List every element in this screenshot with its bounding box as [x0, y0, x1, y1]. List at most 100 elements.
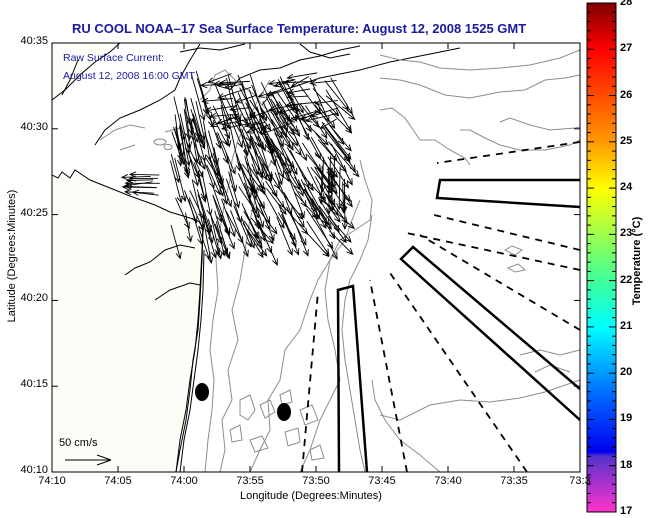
- current-vector-arrow: [249, 133, 268, 181]
- current-vector-arrow: [183, 108, 193, 149]
- current-vector-arrow: [209, 112, 239, 120]
- current-vector-arrow: [247, 194, 266, 242]
- current-vector-arrow: [309, 77, 330, 123]
- current-vector-arrow: [318, 193, 341, 223]
- current-vector-arrow: [191, 135, 206, 171]
- current-vector-arrow: [233, 205, 252, 248]
- x-tick-label: 73:45: [368, 475, 396, 487]
- current-vector-arrow: [289, 125, 307, 162]
- current-vector-arrow: [321, 121, 352, 160]
- current-vector-arrow: [190, 73, 206, 122]
- colorbar-tick-label: 27: [620, 42, 633, 55]
- current-vector-arrow: [223, 83, 243, 90]
- current-vector-arrow: [294, 176, 318, 213]
- current-vector-arrow: [229, 106, 251, 113]
- current-vector-arrow: [309, 79, 337, 86]
- current-vector-arrow: [245, 112, 261, 148]
- colorbar-tick-label: 26: [620, 88, 633, 101]
- current-vector-arrow: [199, 81, 234, 89]
- current-vector-arrow: [306, 166, 326, 205]
- current-vector-arrow: [225, 211, 244, 244]
- current-vector-arrow: [234, 122, 252, 150]
- land-area-north: [52, 43, 121, 101]
- current-vector-arrow: [214, 83, 231, 122]
- current-vector-arrow: [325, 89, 352, 133]
- colorbar-tick-label: 19: [620, 412, 633, 425]
- y-axis-label: Latitude (Degrees:Minutes): [6, 189, 18, 323]
- current-vector-arrow: [311, 198, 336, 240]
- current-annotation-line1: Raw Surface Current:: [63, 52, 164, 64]
- current-vector-arrow: [318, 205, 347, 244]
- current-vector-arrow: [128, 175, 159, 182]
- current-vector-arrow: [270, 141, 295, 169]
- current-vector-arrow: [245, 124, 270, 134]
- current-vector-arrow: [276, 216, 293, 256]
- station-marker-1[interactable]: [195, 383, 209, 401]
- current-vector-arrow: [286, 147, 314, 192]
- scale-arrow: [65, 454, 112, 466]
- current-vector-arrow: [228, 171, 241, 209]
- current-vector-arrow: [283, 191, 305, 229]
- current-vector-arrow: [286, 93, 309, 100]
- chart-title: RU COOL NOAA–17 Sea Surface Temperature:…: [72, 21, 527, 36]
- scale-arrow-label: 50 cm/s: [59, 437, 98, 449]
- colorbar-tick-label: 23: [620, 227, 633, 240]
- current-vector-arrow: [234, 94, 258, 104]
- current-vector-arrow: [201, 97, 233, 104]
- hf-radar-dashed-lines: [301, 141, 580, 472]
- current-vector-arrow: [326, 155, 333, 193]
- current-vector-arrow: [245, 161, 265, 190]
- x-tick-label: 73:50: [302, 475, 330, 487]
- current-vector-arrow: [310, 107, 339, 118]
- current-vector-arrow: [245, 227, 268, 257]
- current-vector-arrow: [188, 153, 200, 187]
- current-vector-arrow: [236, 153, 252, 199]
- current-vector-arrow: [175, 126, 184, 167]
- y-tick-label: 40:30: [20, 120, 48, 133]
- current-vector-arrow: [217, 86, 252, 100]
- current-vector-arrow: [287, 174, 305, 219]
- x-axis-label: Longitude (Degrees:Minutes): [240, 490, 382, 502]
- x-tick-label: 73:3: [569, 475, 591, 487]
- current-vector-arrow: [212, 196, 231, 237]
- station-marker-2[interactable]: [277, 403, 291, 421]
- current-vector-arrow: [195, 101, 207, 141]
- current-vector-arrow: [241, 218, 255, 249]
- current-vector-arrow: [123, 181, 153, 189]
- current-vector-arrow: [123, 188, 155, 196]
- current-vector-arrow: [257, 90, 277, 98]
- coastline-inlet: [124, 244, 201, 301]
- x-tick-label: 73:55: [236, 475, 264, 487]
- current-vector-arrow: [170, 160, 183, 204]
- current-vector-arrow: [243, 220, 263, 249]
- y-tick-label: 40:10: [20, 464, 48, 476]
- current-vector-arrow: [206, 165, 221, 196]
- current-vector-arrow: [217, 169, 232, 208]
- current-vector-arrow: [319, 118, 337, 129]
- current-vector-arrow: [267, 79, 294, 87]
- current-vector-arrow: [206, 73, 232, 84]
- current-vector-arrow: [329, 230, 354, 256]
- colorbar-ticks: [587, 2, 616, 513]
- current-vector-arrow: [204, 105, 238, 113]
- current-vector-arrow: [203, 160, 215, 189]
- colorbar: [586, 2, 617, 513]
- current-vector-arrow: [236, 115, 252, 143]
- x-tick-label: 74:10: [38, 475, 66, 487]
- current-vector-arrow: [341, 192, 348, 231]
- current-vector-arrow: [208, 130, 219, 166]
- current-vector-arrow: [329, 124, 352, 152]
- current-vector-arrow: [281, 213, 300, 256]
- current-vector-arrow: [314, 99, 338, 106]
- y-tick-label: 40:35: [20, 35, 48, 47]
- current-annotation-line2: August 12, 2008 16:00 GMT: [63, 70, 195, 82]
- current-vector-arrow: [305, 112, 339, 123]
- current-vector-arrow: [249, 74, 265, 120]
- current-vector-arrow: [270, 110, 294, 151]
- current-vector-arrow: [294, 192, 319, 220]
- current-vector-arrow: [316, 166, 338, 195]
- current-vector-arrow: [205, 157, 224, 186]
- current-vector-arrow: [317, 139, 347, 173]
- x-tick-label: 73:35: [500, 475, 528, 487]
- current-vector-arrow: [124, 183, 157, 190]
